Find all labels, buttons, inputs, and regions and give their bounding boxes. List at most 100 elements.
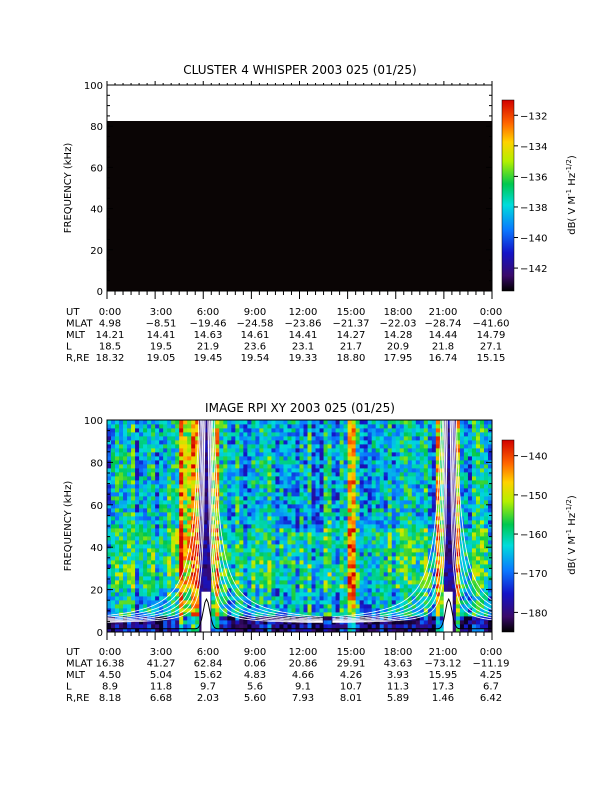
heatmap-cell bbox=[387, 600, 393, 605]
heatmap-cell bbox=[427, 480, 433, 485]
heatmap-cell bbox=[183, 616, 188, 621]
heatmap-cell bbox=[339, 420, 345, 425]
heatmap-cell bbox=[371, 604, 377, 609]
heatmap-cell bbox=[423, 424, 429, 429]
heatmap-cell bbox=[303, 436, 308, 441]
heatmap-cell bbox=[171, 436, 176, 441]
heatmap-cell bbox=[295, 520, 300, 525]
heatmap-cell bbox=[251, 596, 256, 601]
heatmap-cell bbox=[167, 572, 172, 577]
heatmap-cell bbox=[171, 504, 176, 509]
heatmap-cell bbox=[123, 444, 128, 449]
heatmap-cell bbox=[183, 544, 188, 549]
heatmap-cell bbox=[347, 488, 353, 493]
heatmap-cell bbox=[119, 592, 124, 597]
heatmap-cell bbox=[199, 556, 204, 561]
heatmap-cell bbox=[323, 504, 328, 509]
heatmap-cell bbox=[355, 588, 361, 593]
heatmap-cell bbox=[459, 580, 465, 585]
heatmap-cell bbox=[243, 588, 248, 593]
heatmap-cell bbox=[119, 616, 124, 621]
heatmap-cell bbox=[159, 472, 164, 477]
heatmap-cell bbox=[455, 504, 461, 509]
heatmap-cell bbox=[251, 492, 256, 497]
heatmap-cell bbox=[143, 604, 148, 609]
heatmap-cell bbox=[195, 484, 200, 489]
heatmap-cell bbox=[435, 508, 441, 513]
heatmap-cell bbox=[239, 436, 244, 441]
heatmap-cell bbox=[139, 544, 144, 549]
heatmap-cell bbox=[435, 612, 441, 617]
heatmap-cell bbox=[203, 452, 208, 457]
heatmap-cell bbox=[163, 472, 168, 477]
heatmap-cell bbox=[443, 536, 449, 541]
heatmap-cell bbox=[123, 516, 128, 521]
heatmap-cell bbox=[279, 528, 284, 533]
heatmap-cell bbox=[403, 508, 409, 513]
heatmap-cell bbox=[351, 520, 357, 525]
heatmap-cell bbox=[279, 572, 284, 577]
heatmap-cell bbox=[443, 588, 449, 593]
heatmap-cell bbox=[131, 620, 136, 625]
heatmap-cell bbox=[259, 448, 264, 453]
heatmap-cell bbox=[343, 564, 349, 569]
heatmap-cell bbox=[247, 596, 252, 601]
heatmap-cell bbox=[159, 560, 164, 565]
heatmap-cell bbox=[147, 528, 152, 533]
heatmap-cell bbox=[259, 440, 264, 445]
heatmap-cell bbox=[403, 460, 409, 465]
heatmap-cell bbox=[459, 568, 465, 573]
ephemeris-cell: 21:00 bbox=[429, 307, 458, 318]
heatmap-cell bbox=[223, 540, 228, 545]
heatmap-cell bbox=[375, 532, 381, 537]
heatmap-cell bbox=[255, 584, 260, 589]
heatmap-cell bbox=[215, 612, 220, 617]
heatmap-cell bbox=[151, 448, 156, 453]
heatmap-cell bbox=[219, 624, 224, 629]
heatmap-cell bbox=[271, 476, 276, 481]
heatmap-cell bbox=[303, 564, 308, 569]
heatmap-cell bbox=[463, 544, 469, 549]
heatmap-cell bbox=[463, 612, 469, 617]
heatmap-cell bbox=[303, 496, 308, 501]
heatmap-cell bbox=[355, 552, 361, 557]
heatmap-cell bbox=[159, 428, 164, 433]
heatmap-cell bbox=[423, 516, 429, 521]
heatmap-cell bbox=[263, 556, 268, 561]
heatmap-cell bbox=[323, 500, 328, 505]
heatmap-cell bbox=[355, 432, 361, 437]
heatmap-cell bbox=[431, 460, 437, 465]
heatmap-cell bbox=[307, 604, 312, 609]
heatmap-cell bbox=[403, 588, 409, 593]
heatmap-cell bbox=[463, 460, 469, 465]
heatmap-cell bbox=[279, 472, 284, 477]
heatmap-cell bbox=[363, 560, 369, 565]
heatmap-cell bbox=[279, 556, 284, 561]
heatmap-cell bbox=[283, 604, 288, 609]
heatmap-cell bbox=[139, 628, 144, 632]
heatmap-cell bbox=[291, 468, 296, 473]
heatmap-cell bbox=[175, 576, 180, 581]
heatmap-cell bbox=[287, 488, 292, 493]
heatmap-cell bbox=[107, 496, 112, 501]
heatmap-cell bbox=[423, 492, 429, 497]
heatmap-cell bbox=[247, 476, 252, 481]
heatmap-cell bbox=[283, 444, 288, 449]
heatmap-cell bbox=[343, 560, 349, 565]
heatmap-cell bbox=[311, 600, 316, 605]
heatmap-cell bbox=[239, 628, 244, 632]
heatmap-cell bbox=[239, 440, 244, 445]
heatmap-cell bbox=[303, 460, 308, 465]
heatmap-cell bbox=[299, 608, 304, 613]
heatmap-cell bbox=[239, 504, 244, 509]
heatmap-cell bbox=[171, 580, 176, 585]
heatmap-cell bbox=[407, 472, 413, 477]
heatmap-cell bbox=[139, 420, 144, 425]
heatmap-cell bbox=[427, 508, 433, 513]
heatmap-cell bbox=[275, 528, 280, 533]
heatmap-cell bbox=[187, 608, 192, 613]
heatmap-cell bbox=[459, 488, 465, 493]
heatmap-cell bbox=[215, 564, 220, 569]
heatmap-cell bbox=[139, 620, 144, 625]
heatmap-cell bbox=[415, 540, 421, 545]
